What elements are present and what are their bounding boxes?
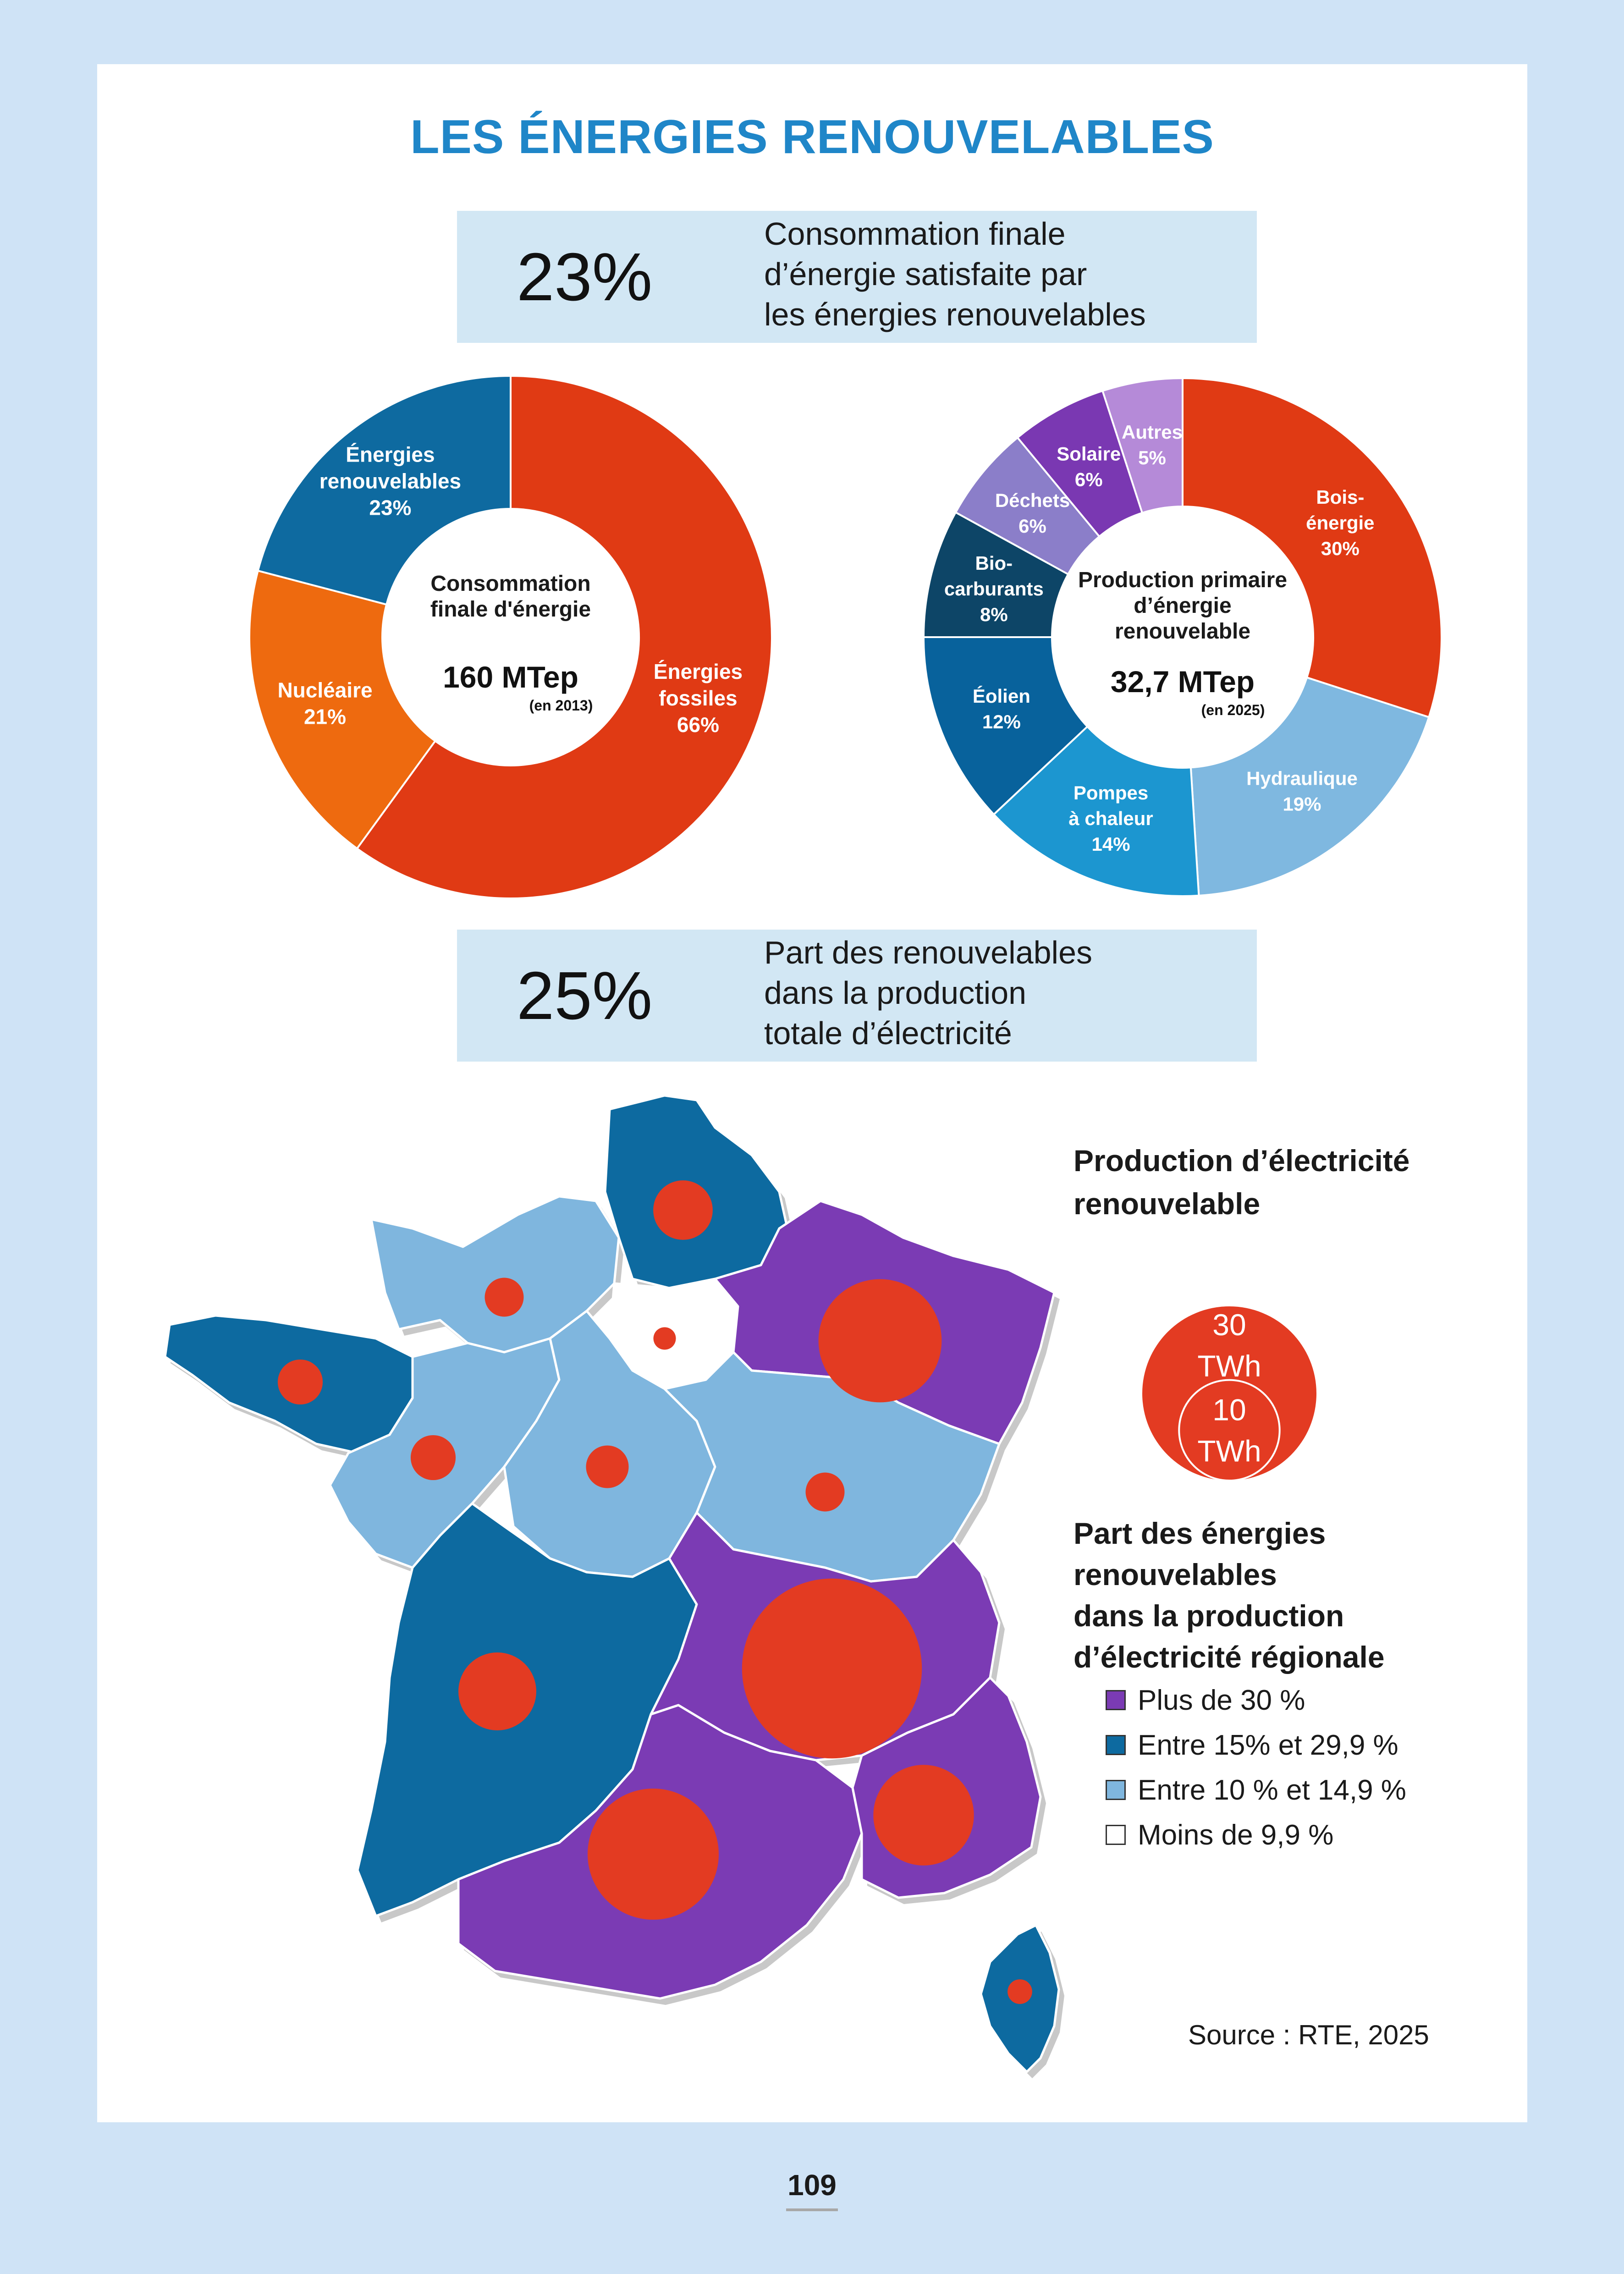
slice-label: Pompes à chaleur 14% bbox=[1068, 782, 1153, 855]
region-bubble bbox=[1007, 1979, 1032, 2004]
map-title: Production d’électricité renouvelable bbox=[1073, 1139, 1409, 1225]
slice-label: Solaire 6% bbox=[1057, 443, 1121, 490]
region-bubble bbox=[277, 1359, 323, 1405]
donut-slice bbox=[922, 636, 1089, 816]
page-number-underline bbox=[786, 2208, 838, 2211]
donut-center-value: 160 MTep bbox=[443, 660, 578, 694]
donut-slice bbox=[248, 569, 437, 850]
map-title-line: Production d’électricité bbox=[1073, 1144, 1410, 1178]
region-shape bbox=[370, 1195, 620, 1354]
slice-label: Autres 5% bbox=[1122, 421, 1183, 468]
scale-label-30twh: 30 TWh bbox=[1197, 1308, 1261, 1383]
page-title: LES ÉNERGIES RENOUVELABLES bbox=[410, 110, 1214, 164]
donut-center-title: Production primaire d’énergie renouvelable bbox=[1078, 568, 1287, 644]
donut-hole bbox=[1053, 507, 1312, 767]
slice-label: Déchets 6% bbox=[995, 490, 1070, 537]
donut-center-note: (en 2025) bbox=[1201, 702, 1265, 718]
region-bubble bbox=[818, 1279, 942, 1403]
map-legend: Plus de 30 % Entre 15% et 29,9 % Entre 1… bbox=[1106, 1678, 1406, 1857]
stat-description-consumption: Consommation finale d’énergie satisfaite… bbox=[764, 214, 1146, 335]
donut-slice bbox=[1182, 377, 1443, 719]
stat-line: dans la production bbox=[764, 975, 1027, 1011]
donut-chart-2: Bois-énergie 30% Hydraulique 19% Pompes à cha… bbox=[922, 377, 1443, 897]
region-bubble bbox=[587, 1788, 719, 1920]
region-bubble bbox=[484, 1277, 524, 1317]
legend-title-line: dans la production bbox=[1073, 1599, 1344, 1633]
stat-line: les énergies renouvelables bbox=[764, 297, 1146, 332]
france-map bbox=[164, 1094, 1064, 2078]
legend-label: Entre 15% et 29,9 % bbox=[1138, 1729, 1398, 1761]
stat-value-consumption: 23% bbox=[517, 239, 653, 315]
legend-item: Moins de 9,9 % bbox=[1106, 1812, 1406, 1857]
legend-item: Entre 10 % et 14,9 % bbox=[1106, 1767, 1406, 1812]
legend-label: Plus de 30 % bbox=[1138, 1684, 1305, 1716]
legend-title-line: renouvelables bbox=[1073, 1558, 1277, 1591]
slice-label: Hydraulique 19% bbox=[1246, 768, 1358, 815]
region-bubble bbox=[873, 1765, 974, 1866]
source-note: Source : RTE, 2025 bbox=[1188, 2020, 1429, 2050]
legend-title: Part des énergies renouvelables dans la … bbox=[1073, 1513, 1385, 1678]
stat-line: Consommation finale bbox=[764, 216, 1066, 252]
scale-bubble-10twh bbox=[1178, 1379, 1281, 1482]
legend-item: Plus de 30 % bbox=[1106, 1678, 1406, 1723]
region-bubble bbox=[742, 1578, 922, 1759]
page-number: 109 bbox=[787, 2169, 837, 2202]
donut-center-title: Consommation finale d'énergie bbox=[430, 572, 591, 622]
map-title-line: renouvelable bbox=[1073, 1187, 1261, 1221]
region-bubble bbox=[805, 1472, 845, 1512]
slice-label: Éolien 12% bbox=[973, 685, 1030, 732]
slice-label: Nucléaire 21% bbox=[277, 678, 372, 729]
slice-label: Bois-énergie 30% bbox=[1306, 486, 1374, 559]
stat-value-electricity: 25% bbox=[517, 958, 653, 1034]
donut-slice bbox=[1189, 676, 1430, 897]
slice-label: Bio-carburants 8% bbox=[944, 552, 1044, 625]
region-bubble bbox=[653, 1327, 676, 1350]
donut-center-note: (en 2013) bbox=[529, 697, 593, 714]
region-bubble bbox=[410, 1435, 456, 1481]
donut-center-value: 32,7 MTep bbox=[1111, 665, 1255, 699]
legend-label: Moins de 9,9 % bbox=[1138, 1819, 1334, 1851]
legend-swatch bbox=[1106, 1780, 1126, 1800]
stat-line: totale d’électricité bbox=[764, 1015, 1012, 1051]
region-bubble bbox=[653, 1180, 713, 1240]
legend-title-line: d’électricité régionale bbox=[1073, 1640, 1385, 1674]
legend-swatch bbox=[1106, 1690, 1126, 1710]
stat-description-electricity: Part des renouvelables dans la productio… bbox=[764, 932, 1092, 1053]
legend-title-line: Part des énergies bbox=[1073, 1516, 1326, 1550]
slice-label: Énergies fossiles 66% bbox=[654, 660, 743, 737]
donut-slice bbox=[356, 374, 773, 899]
stat-line: Part des renouvelables bbox=[764, 935, 1092, 970]
donut-slice bbox=[257, 374, 512, 606]
donut-slice bbox=[1101, 377, 1184, 514]
scale-bubble-30twh bbox=[1142, 1306, 1316, 1481]
slice-label: Énergies renouvelables 23% bbox=[319, 443, 461, 520]
stat-box-electricity: 25% Part des renouvelables dans la produ… bbox=[457, 930, 1257, 1062]
scale-label-10twh: 10 TWh bbox=[1197, 1393, 1261, 1468]
donut-hole bbox=[383, 510, 638, 765]
stat-line: d’énergie satisfaite par bbox=[764, 256, 1087, 292]
region-bubble bbox=[586, 1445, 629, 1488]
region-bubble bbox=[458, 1652, 536, 1730]
legend-swatch bbox=[1106, 1735, 1126, 1755]
donut-slice bbox=[992, 725, 1200, 897]
donut-chart-1: Énergies fossiles 66% Nucléaire 21% Énergies r… bbox=[248, 374, 773, 899]
stat-box-consumption: 23% Consommation finale d’énergie satisf… bbox=[457, 211, 1257, 343]
legend-item: Entre 15% et 29,9 % bbox=[1106, 1723, 1406, 1767]
bubble-scale: 30 TWh 10 TWh bbox=[1142, 1306, 1316, 1482]
legend-label: Entre 10 % et 14,9 % bbox=[1138, 1774, 1406, 1806]
legend-swatch bbox=[1106, 1825, 1126, 1845]
